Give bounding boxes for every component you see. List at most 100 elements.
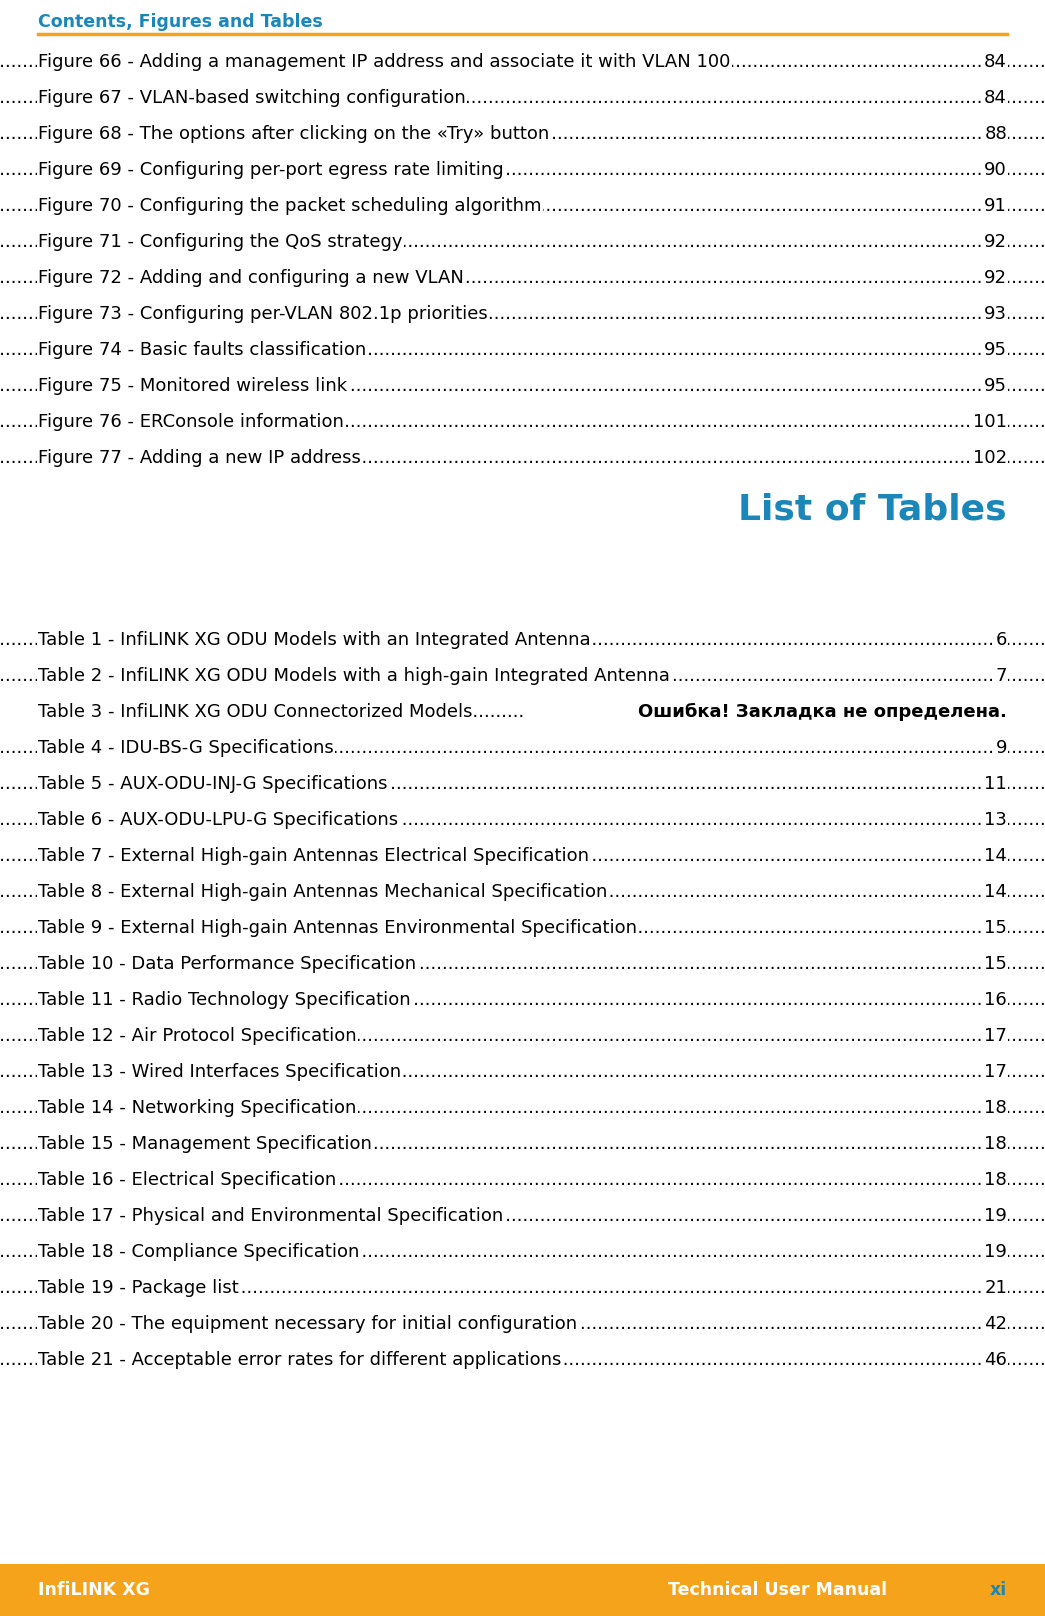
Text: 15: 15 <box>984 920 1007 937</box>
Text: 17: 17 <box>984 1063 1007 1081</box>
Text: Figure 76 - ERConsole information: Figure 76 - ERConsole information <box>38 414 344 431</box>
Text: ................................................................................: ........................................… <box>0 449 1045 467</box>
Text: 101: 101 <box>973 414 1007 431</box>
Text: ................................................................................: ........................................… <box>0 1207 1045 1225</box>
Text: 19: 19 <box>984 1207 1007 1225</box>
Bar <box>0 1564 1045 1616</box>
Text: 18: 18 <box>984 1134 1007 1152</box>
Text: Table 19 - Package list: Table 19 - Package list <box>38 1278 238 1298</box>
Text: 92: 92 <box>984 233 1007 250</box>
Text: Table 13 - Wired Interfaces Specification: Table 13 - Wired Interfaces Specificatio… <box>38 1063 401 1081</box>
Text: Table 17 - Physical and Environmental Specification: Table 17 - Physical and Environmental Sp… <box>38 1207 504 1225</box>
Text: 21: 21 <box>984 1278 1007 1298</box>
Text: ................................................................................: ........................................… <box>0 414 1045 431</box>
Text: ................................................................................: ........................................… <box>0 667 1045 685</box>
Text: ................................................................................: ........................................… <box>0 305 1045 323</box>
Text: ................................................................................: ........................................… <box>0 1172 1045 1189</box>
Text: Table 10 - Data Performance Specification: Table 10 - Data Performance Specificatio… <box>38 955 416 973</box>
Text: xi: xi <box>990 1580 1007 1598</box>
Text: Figure 72 - Adding and configuring a new VLAN: Figure 72 - Adding and configuring a new… <box>38 268 464 288</box>
Text: Figure 70 - Configuring the packet scheduling algorithm: Figure 70 - Configuring the packet sched… <box>38 197 541 215</box>
Text: 92: 92 <box>984 268 1007 288</box>
Text: Table 15 - Management Specification: Table 15 - Management Specification <box>38 1134 372 1152</box>
Text: ................................................................................: ........................................… <box>0 1351 1045 1369</box>
Text: Figure 68 - The options after clicking on the «Try» button: Figure 68 - The options after clicking o… <box>38 124 550 142</box>
Text: ................................................................................: ........................................… <box>0 89 1045 107</box>
Text: ................................................................................: ........................................… <box>0 955 1045 973</box>
Text: ................................................................................: ........................................… <box>0 739 1045 756</box>
Text: ................................................................................: ........................................… <box>0 882 1045 902</box>
Text: 91: 91 <box>984 197 1007 215</box>
Text: 11: 11 <box>984 776 1007 793</box>
Text: Table 9 - External High-gain Antennas Environmental Specification: Table 9 - External High-gain Antennas En… <box>38 920 637 937</box>
Text: Table 20 - The equipment necessary for initial configuration: Table 20 - The equipment necessary for i… <box>38 1315 577 1333</box>
Text: Table 14 - Networking Specification: Table 14 - Networking Specification <box>38 1099 356 1117</box>
Text: Figure 75 - Monitored wireless link: Figure 75 - Monitored wireless link <box>38 377 347 394</box>
Text: 102: 102 <box>973 449 1007 467</box>
Text: 95: 95 <box>984 377 1007 394</box>
Text: Table 11 - Radio Technology Specification: Table 11 - Radio Technology Specificatio… <box>38 991 411 1008</box>
Text: ................................................................................: ........................................… <box>0 1028 1045 1046</box>
Text: ................................................................................: ........................................… <box>0 53 1045 71</box>
Text: 93: 93 <box>984 305 1007 323</box>
Text: Table 4 - IDU-BS-G Specifications: Table 4 - IDU-BS-G Specifications <box>38 739 333 756</box>
Text: ................................................................................: ........................................… <box>0 162 1045 179</box>
Text: 95: 95 <box>984 341 1007 359</box>
Text: Table 12 - Air Protocol Specification: Table 12 - Air Protocol Specification <box>38 1028 356 1046</box>
Text: 15: 15 <box>984 955 1007 973</box>
Text: ................................................................................: ........................................… <box>0 1063 1045 1081</box>
Text: Figure 74 - Basic faults classification: Figure 74 - Basic faults classification <box>38 341 366 359</box>
Text: ................................................................................: ........................................… <box>0 377 1045 394</box>
Text: ................................................................................: ........................................… <box>0 1134 1045 1152</box>
Text: 18: 18 <box>984 1099 1007 1117</box>
Text: 17: 17 <box>984 1028 1007 1046</box>
Text: 90: 90 <box>984 162 1007 179</box>
Text: ................................................................................: ........................................… <box>0 341 1045 359</box>
Text: Contents, Figures and Tables: Contents, Figures and Tables <box>38 13 323 31</box>
Text: 18: 18 <box>984 1172 1007 1189</box>
Text: 6: 6 <box>996 630 1007 650</box>
Text: Table 5 - AUX-ODU-INJ-G Specifications: Table 5 - AUX-ODU-INJ-G Specifications <box>38 776 388 793</box>
Text: ................................................................................: ........................................… <box>0 1243 1045 1260</box>
Text: ................................................................................: ........................................… <box>0 991 1045 1008</box>
Text: ................................................................................: ........................................… <box>0 197 1045 215</box>
Text: Table 7 - External High-gain Antennas Electrical Specification: Table 7 - External High-gain Antennas El… <box>38 847 589 865</box>
Text: 7: 7 <box>996 667 1007 685</box>
Text: Figure 71 - Configuring the QoS strategy: Figure 71 - Configuring the QoS strategy <box>38 233 402 250</box>
Text: Figure 67 - VLAN-based switching configuration: Figure 67 - VLAN-based switching configu… <box>38 89 466 107</box>
Text: ................................................................................: ........................................… <box>0 776 1045 793</box>
Text: ................................................................................: ........................................… <box>0 1315 1045 1333</box>
Text: 19: 19 <box>984 1243 1007 1260</box>
Text: Table 2 - InfiLINK XG ODU Models with a high-gain Integrated Antenna: Table 2 - InfiLINK XG ODU Models with a … <box>38 667 670 685</box>
Text: Table 21 - Acceptable error rates for different applications: Table 21 - Acceptable error rates for di… <box>38 1351 561 1369</box>
Text: ................................................................................: ........................................… <box>0 920 1045 937</box>
Text: 16: 16 <box>984 991 1007 1008</box>
Text: Table 3 - InfiLINK XG ODU Connectorized Models.........: Table 3 - InfiLINK XG ODU Connectorized … <box>38 703 525 721</box>
Text: Ошибка! Закладка не определена.: Ошибка! Закладка не определена. <box>638 703 1007 721</box>
Text: 9: 9 <box>996 739 1007 756</box>
Text: Table 6 - AUX-ODU-LPU-G Specifications: Table 6 - AUX-ODU-LPU-G Specifications <box>38 811 398 829</box>
Text: Table 1 - InfiLINK XG ODU Models with an Integrated Antenna: Table 1 - InfiLINK XG ODU Models with an… <box>38 630 590 650</box>
Text: ................................................................................: ........................................… <box>0 1099 1045 1117</box>
Text: ................................................................................: ........................................… <box>0 1278 1045 1298</box>
Text: Table 18 - Compliance Specification: Table 18 - Compliance Specification <box>38 1243 359 1260</box>
Text: List of Tables: List of Tables <box>739 493 1007 527</box>
Text: 14: 14 <box>984 882 1007 902</box>
Text: Technical User Manual: Technical User Manual <box>668 1580 887 1598</box>
Text: 13: 13 <box>984 811 1007 829</box>
Text: 84: 84 <box>984 53 1007 71</box>
Text: ................................................................................: ........................................… <box>0 124 1045 142</box>
Text: Figure 77 - Adding a new IP address: Figure 77 - Adding a new IP address <box>38 449 361 467</box>
Text: ................................................................................: ........................................… <box>0 847 1045 865</box>
Text: ................................................................................: ........................................… <box>0 268 1045 288</box>
Text: 46: 46 <box>984 1351 1007 1369</box>
Text: Table 8 - External High-gain Antennas Mechanical Specification: Table 8 - External High-gain Antennas Me… <box>38 882 607 902</box>
Text: 42: 42 <box>984 1315 1007 1333</box>
Text: Figure 69 - Configuring per-port egress rate limiting: Figure 69 - Configuring per-port egress … <box>38 162 504 179</box>
Text: Figure 73 - Configuring per-VLAN 802.1p priorities: Figure 73 - Configuring per-VLAN 802.1p … <box>38 305 488 323</box>
Text: 14: 14 <box>984 847 1007 865</box>
Text: 84: 84 <box>984 89 1007 107</box>
Text: Table 16 - Electrical Specification: Table 16 - Electrical Specification <box>38 1172 336 1189</box>
Text: InfiLINK XG: InfiLINK XG <box>38 1580 150 1598</box>
Text: Figure 66 - Adding a management IP address and associate it with VLAN 100: Figure 66 - Adding a management IP addre… <box>38 53 730 71</box>
